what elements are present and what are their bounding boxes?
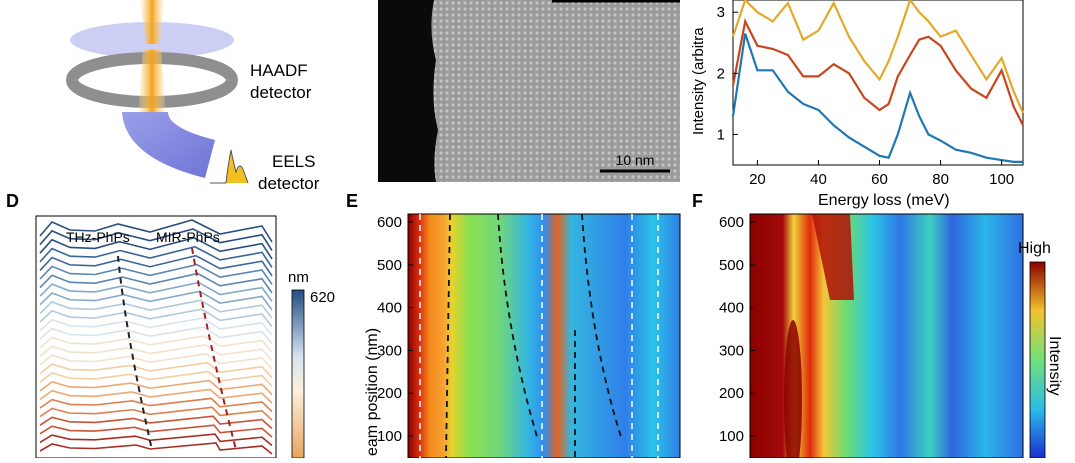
panel-d-colorbar (291, 289, 305, 459)
panel-f-ytick-tick-label: 300 (719, 342, 744, 359)
panel-d-curve (39, 263, 273, 285)
panel-f-colorbar-label: Intensity (1046, 336, 1063, 396)
panel-f-ytick-tick-label: 600 (719, 214, 744, 231)
panel-d-curve (39, 344, 273, 362)
panel-f: 600 500 400 300 200 100 High Intensity (719, 213, 1063, 463)
e-dispersion-1 (497, 213, 539, 441)
spectra-chart-frame (732, 0, 1024, 166)
panel-d-curve (39, 442, 273, 455)
panel-d-curve (39, 245, 273, 268)
spectra-series-1 (731, 33, 1023, 163)
thz-label: THz-PhPs (66, 229, 130, 245)
panel-d-curve (39, 433, 273, 447)
panel-d-curve (39, 219, 273, 243)
panel-d-unit: nm (288, 269, 309, 286)
panel-d-curve (39, 299, 273, 319)
spectra-xlabel: Energy loss (meV) (818, 192, 950, 209)
panel-d-curve (39, 424, 273, 438)
panel-d-curve (39, 228, 273, 251)
panel-label-e: E (346, 191, 358, 211)
panel-e: eam position (nm) 600 500 400 300 200 100 (364, 213, 681, 459)
panel-d-curve (39, 326, 273, 345)
panel-d-curve (39, 254, 273, 277)
spectra-ytick-label: 2 (717, 65, 725, 82)
panel-e-ylabel: eam position (nm) (364, 328, 381, 456)
panel-label-f: F (692, 191, 703, 211)
panel-d-curve (39, 281, 273, 302)
panel-d-curve (39, 415, 273, 430)
stem-image-panel: 10 nm (378, 0, 680, 182)
schematic-panel: HAADF detector EELS detector (66, 0, 320, 193)
panel-d-curve (39, 352, 273, 370)
panel-d-curve (39, 335, 273, 353)
electron-beam-top (140, 0, 164, 44)
f-hotspot-2 (812, 214, 854, 300)
spectra-xtick-label: 100 (989, 171, 1014, 188)
panel-d-curve (39, 388, 273, 404)
panel-d-curve (39, 397, 273, 413)
panel-e-heatmap (408, 214, 680, 458)
panel-e-yticks: 600 500 400 300 200 100 (377, 214, 413, 445)
panel-d-curve (39, 308, 273, 328)
spectra-ytick-label: 1 (717, 126, 725, 143)
panel-f-yticks: 600 500 400 300 200 100 (719, 214, 755, 445)
panel-f-ytick-tick-label: 200 (719, 385, 744, 402)
spectra-xtick-label: 80 (932, 171, 949, 188)
panel-e-ytick-tick-label: 500 (377, 257, 402, 274)
panel-d-colorbar-max: 620 (310, 289, 335, 306)
spectra-ytick-label: 3 (717, 4, 725, 21)
spectra-xtick-label: 60 (871, 171, 888, 188)
mir-trend-line (191, 247, 237, 451)
spectra-yticks: 1 2 3 (717, 4, 738, 143)
panel-e-ytick-tick-label: 600 (377, 214, 402, 231)
thz-trend-line (117, 255, 153, 451)
panel-f-ytick-tick-label: 100 (719, 428, 744, 445)
panel-d-curve (39, 379, 273, 396)
panel-d-curve (39, 290, 273, 311)
spectra-xtick-label: 40 (810, 171, 827, 188)
panel-e-ytick-tick-label: 300 (377, 342, 402, 359)
spectrometer-tube (122, 112, 215, 178)
panel-d-curve (39, 272, 273, 294)
panel-f-colorbar (1029, 261, 1046, 459)
panel-f-colorbar-high: High (1018, 240, 1051, 257)
e-marker-black-1 (445, 213, 451, 459)
mir-label: MIR-PhPs (156, 229, 220, 245)
spectra-xticks: 20 40 60 80 100 (749, 160, 1014, 188)
panel-d-curve (39, 361, 273, 379)
eels-spectrum-icon (210, 149, 249, 184)
vacuum-region (378, 0, 438, 182)
eels-label: EELS (272, 152, 315, 171)
spectra-series-3 (731, 0, 1025, 114)
e-dispersion-2 (581, 213, 623, 441)
spectra-ylabel: Intensity (arbitra (690, 27, 707, 135)
haadf-label-2: detector (250, 83, 312, 102)
electron-beam-bottom (138, 50, 166, 118)
panel-d-curve (39, 317, 273, 336)
panel-f-ytick-tick-label: 400 (719, 300, 744, 317)
panel-f-ytick-tick-label: 500 (719, 257, 744, 274)
spectra-series-group (731, 0, 1025, 163)
panel-d-curve (39, 406, 273, 421)
scale-bar-label: 10 nm (616, 152, 655, 168)
panel-d-curve (39, 236, 273, 260)
panel-e-ytick-tick-label: 100 (377, 428, 402, 445)
panel-e-ytick-tick-label: 200 (377, 385, 402, 402)
haadf-label: HAADF (250, 61, 308, 80)
spectra-chart: Energy loss (meV) Intensity (arbitra 20 4… (690, 0, 1025, 209)
panel-d: THz-PhPs MIR-PhPs nm 620 (35, 215, 335, 459)
panel-label-d: D (6, 191, 19, 211)
panel-d-curves (39, 219, 273, 455)
eels-label-2: detector (258, 174, 320, 193)
spectra-xtick-label: 20 (749, 171, 766, 188)
spectra-series-2 (731, 17, 1024, 126)
panel-d-curve (39, 370, 273, 387)
panel-e-ytick-tick-label: 400 (377, 300, 402, 317)
f-hotspot-1 (784, 320, 802, 463)
